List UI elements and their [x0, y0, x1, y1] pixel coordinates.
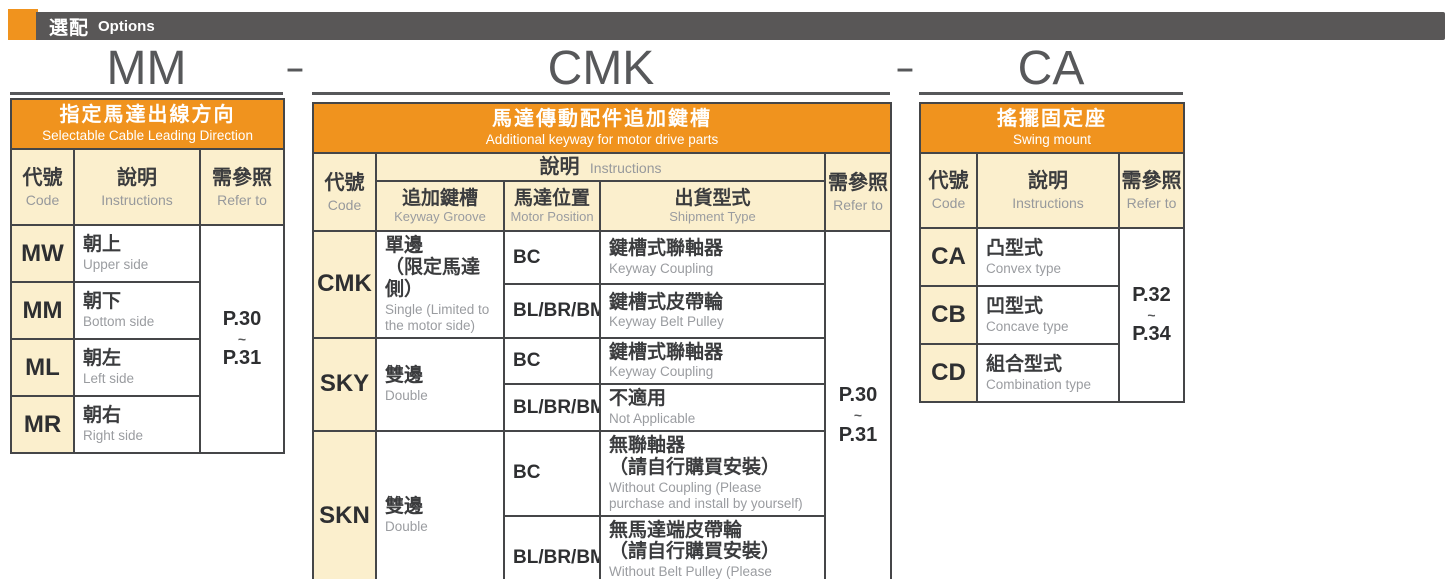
col-header-refer: 需參照 Refer to	[198, 148, 286, 227]
table-row: BL/BR/BM 無馬達端皮帶輪 （請自行購買安裝） Without Belt …	[313, 514, 891, 579]
model-code-separator-2: –	[896, 52, 914, 85]
cable-title-en: Selectable Cable Leading Direction	[42, 128, 253, 143]
motor-position-cell: BL/BR/BM	[503, 283, 601, 339]
refer-pages: P.30 ~ P.31	[198, 224, 286, 455]
model-code-right: CA	[919, 44, 1183, 95]
swing-mount-table: 搖擺固定座 Swing mount 代號 Code 說明 Instruction…	[918, 101, 1186, 404]
table-row: CD 組合型式 Combination type	[919, 343, 1184, 404]
table-row: BL/BR/BM 不適用 Not Applicable	[313, 383, 891, 433]
motor-position-cell: BC	[503, 336, 601, 386]
code-value: CB	[919, 285, 978, 346]
motor-position-cell: BL/BR/BM	[503, 514, 601, 579]
col-header-instructions: 說明 Instructions	[73, 148, 201, 227]
table-row: SKN 雙邊 Double BC 無聯軸器 （請自行購買安裝） Without …	[312, 430, 891, 579]
shipment-type-cell: 鍵槽式聯軸器 Keyway Coupling	[599, 230, 826, 286]
keyway-table: 馬達傳動配件追加鍵槽 Additional keyway for motor d…	[312, 101, 892, 579]
col-header-code: 代號 Code	[312, 152, 377, 233]
col-header-motor-position: 馬達位置 Motor Position	[503, 180, 601, 233]
col-header-shipment-type: 出貨型式 Shipment Type	[599, 180, 826, 233]
shipment-type-cell: 不適用 Not Applicable	[599, 383, 826, 433]
accent-square	[8, 9, 38, 40]
code-value: SKN	[312, 430, 377, 579]
col-header-keyway-groove: 追加鍵槽 Keyway Groove	[375, 180, 505, 233]
code-value: CA	[919, 227, 978, 288]
table-row: MR 朝右 Right side	[10, 395, 284, 455]
cable-title-zh: 指定馬達出線方向	[59, 104, 236, 126]
code-value: SKY	[312, 336, 377, 433]
table-row: CMK 單邊 （限定馬達側） Single (Limited to the mo…	[312, 230, 892, 579]
section-title-zh: 選配	[49, 17, 90, 39]
code-value: MM	[10, 281, 75, 341]
shipment-type-cell: 無馬達端皮帶輪 （請自行購買安裝） Without Belt Pulley (P…	[599, 514, 826, 579]
instruction-cell: 凸型式 Convex type	[976, 227, 1120, 288]
keyway-title-zh: 馬達傳動配件追加鍵槽	[492, 108, 712, 130]
cable-direction-table: 指定馬達出線方向 Selectable Cable Leading Direct…	[9, 97, 286, 455]
keyway-title-en: Additional keyway for motor drive parts	[485, 132, 719, 147]
section-title-en: Options	[98, 17, 155, 35]
table-row: CB 凹型式 Concave type	[919, 285, 1184, 346]
model-code-separator-1: –	[286, 52, 304, 85]
code-value: MR	[10, 395, 75, 455]
model-code-middle: CMK	[312, 44, 890, 95]
col-header-code: 代號 Code	[10, 148, 75, 227]
col-header-instructions: 說明 Instructions	[976, 152, 1120, 230]
col-header-code: 代號 Code	[919, 152, 978, 230]
instruction-cell: 朝左 Left side	[73, 338, 201, 398]
motor-position-cell: BC	[503, 230, 601, 286]
instruction-cell: 組合型式 Combination type	[976, 343, 1120, 404]
motor-position-cell: BC	[503, 430, 601, 517]
instruction-cell: 朝下 Bottom side	[73, 281, 201, 341]
cable-table-title: 指定馬達出線方向 Selectable Cable Leading Direct…	[9, 97, 286, 151]
code-value: CD	[919, 343, 978, 404]
code-value: CMK	[312, 230, 377, 339]
col-header-refer: 需參照 Refer to	[824, 152, 892, 233]
instruction-cell: 朝右 Right side	[73, 395, 201, 455]
table-row: MM 朝下 Bottom side	[10, 281, 284, 341]
swing-table-title: 搖擺固定座 Swing mount	[918, 101, 1186, 155]
swing-title-zh: 搖擺固定座	[997, 108, 1107, 130]
keyway-groove-cell: 單邊 （限定馬達側） Single (Limited to the motor …	[375, 230, 505, 339]
table-row: MW 朝上 Upper side P.30 ~ P.31	[10, 224, 286, 455]
col-header-refer: 需參照 Refer to	[1117, 152, 1186, 230]
table-row: ML 朝左 Left side	[10, 338, 284, 398]
code-value: MW	[10, 224, 75, 284]
refer-pages: P.32 ~ P.34	[1117, 227, 1186, 404]
section-title-bar: 選配 Options	[36, 12, 1445, 40]
shipment-type-cell: 鍵槽式皮帶輪 Keyway Belt Pulley	[599, 283, 826, 339]
col-header-instructions: 說明 Instructions	[375, 152, 826, 183]
instruction-cell: 凹型式 Concave type	[976, 285, 1120, 346]
table-row: SKY 雙邊 Double BC 鍵槽式聯軸器 Keyway Coupling	[312, 336, 891, 433]
code-value: ML	[10, 338, 75, 398]
keyway-groove-cell: 雙邊 Double	[375, 336, 505, 433]
model-code-left: MM	[10, 44, 283, 95]
instruction-cell: 朝上 Upper side	[73, 224, 201, 284]
table-row: BL/BR/BM 鍵槽式皮帶輪 Keyway Belt Pulley	[313, 283, 891, 339]
motor-position-cell: BL/BR/BM	[503, 383, 601, 433]
swing-title-en: Swing mount	[1012, 132, 1092, 147]
refer-pages: P.30 ~ P.31	[824, 230, 892, 579]
keyway-table-title: 馬達傳動配件追加鍵槽 Additional keyway for motor d…	[312, 101, 892, 155]
table-row: CA 凸型式 Convex type P.32 ~ P.34	[919, 227, 1186, 404]
keyway-groove-cell: 雙邊 Double	[375, 430, 505, 579]
shipment-type-cell: 無聯軸器 （請自行購買安裝） Without Coupling (Please …	[599, 430, 826, 517]
shipment-type-cell: 鍵槽式聯軸器 Keyway Coupling	[599, 336, 826, 386]
